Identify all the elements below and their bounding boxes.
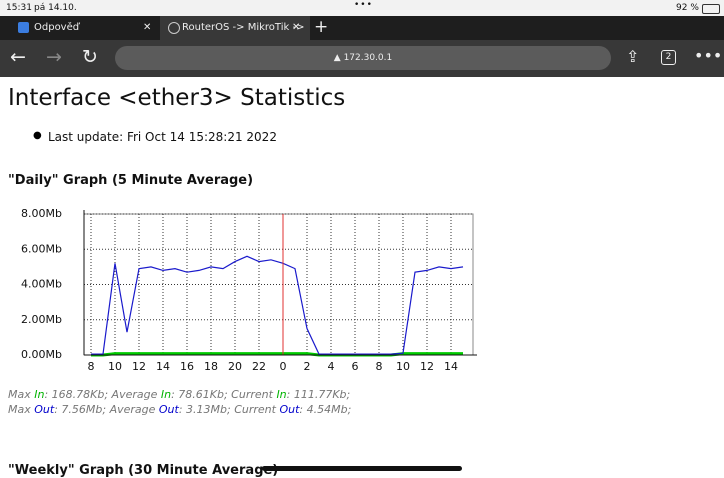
stat-text: : 78.61Kb; Current <box>171 388 277 401</box>
tab-active[interactable]: RouterOS -> MikroTik -> ✕ <box>160 16 310 40</box>
battery-icon <box>702 4 720 14</box>
stat-text: Max <box>8 403 35 416</box>
stat-text: : 4.54Mb; <box>299 403 352 416</box>
y-tick-label: 8.00Mb <box>21 207 62 220</box>
reload-button[interactable]: ↻ <box>82 46 98 68</box>
tab-icon <box>18 22 29 33</box>
stat-label: Out <box>158 403 179 416</box>
tab-bar: Odpověď ✕ RouterOS -> MikroTik -> ✕ + <box>0 16 724 40</box>
x-tick-label: 10 <box>396 360 410 373</box>
address-bar[interactable]: ▲ 172.30.0.1 <box>115 46 611 70</box>
y-tick-label: 2.00Mb <box>21 313 62 326</box>
x-tick-label: 12 <box>420 360 434 373</box>
tab-title: RouterOS -> MikroTik -> <box>182 22 305 33</box>
battery-level: 92 % <box>676 3 699 13</box>
stat-label: Out <box>34 403 55 416</box>
clock: 15:31 <box>6 3 32 13</box>
stat-text: : 3.13Mb; Current <box>178 403 280 416</box>
chart: 0.00Mb 2.00Mb 4.00Mb 6.00Mb 8.00Mb 8 10 12 14 16 1… <box>21 207 477 373</box>
x-tick-label: 4 <box>328 360 335 373</box>
x-tick-label: 8 <box>88 360 95 373</box>
last-update: Last update: Fri Oct 14 15:28:21 2022 <box>48 130 277 144</box>
tab-count[interactable]: 2 <box>661 50 676 65</box>
x-tick-label: 0 <box>280 360 287 373</box>
home-indicator <box>262 466 462 471</box>
y-tick-label: 0.00Mb <box>21 348 62 361</box>
section-title: "Daily" Graph (5 Minute Average) <box>8 173 254 188</box>
stat-text: : 111.77Kb; <box>286 388 351 401</box>
x-tick-label: 18 <box>204 360 218 373</box>
x-tick-label: 16 <box>180 360 194 373</box>
stat-text: Max <box>8 388 35 401</box>
in-stats: Max In: 168.78Kb; Average In: 78.61Kb; C… <box>8 388 350 401</box>
page-heading: Interface <ether3> Statistics <box>8 85 346 111</box>
x-tick-label: 12 <box>132 360 146 373</box>
x-tick-label: 14 <box>444 360 458 373</box>
stat-label: Out <box>279 403 300 416</box>
status-bar: 15:31 pá 14.10. ••• 92 % <box>0 0 724 16</box>
x-tick-label: 8 <box>376 360 383 373</box>
menu-button[interactable]: ••• <box>694 46 723 65</box>
stat-label: In <box>276 388 287 401</box>
url-text: 172.30.0.1 <box>343 53 393 63</box>
x-tick-label: 10 <box>108 360 122 373</box>
dots: ••• <box>354 0 373 10</box>
x-tick-label: 14 <box>156 360 170 373</box>
stat-label: In <box>34 388 45 401</box>
tab-title: Odpověď <box>34 22 80 33</box>
stat-text: : 168.78Kb; Average <box>44 388 161 401</box>
out-stats: Max Out: 7.56Mb; Average Out: 3.13Mb; Cu… <box>8 403 351 416</box>
new-tab[interactable]: + <box>314 17 329 37</box>
series-line <box>91 255 464 355</box>
tab[interactable]: Odpověď ✕ <box>0 16 158 40</box>
close-tab[interactable]: ✕ <box>143 22 152 33</box>
x-tick-label: 20 <box>228 360 242 373</box>
x-tick-label: 6 <box>352 360 359 373</box>
forward-button[interactable]: → <box>46 46 62 68</box>
x-tick-label: 22 <box>252 360 266 373</box>
section-title: "Weekly" Graph (30 Minute Average) <box>8 463 279 478</box>
date: pá 14.10. <box>34 3 77 13</box>
tab-icon <box>168 22 180 34</box>
share-button[interactable]: ⇪ <box>626 47 640 66</box>
y-tick-label: 4.00Mb <box>21 278 62 291</box>
stat-label: In <box>160 388 172 401</box>
stat-text: : 7.56Mb; Average <box>54 403 159 416</box>
close-tab[interactable]: ✕ <box>292 22 301 33</box>
back-button[interactable]: ← <box>10 46 26 68</box>
y-tick-label: 6.00Mb <box>21 242 62 255</box>
bullet: ● <box>33 130 42 141</box>
toolbar: ← → ↻ ▲ 172.30.0.1 ⇪ 2 ••• <box>0 40 724 77</box>
x-tick-label: 2 <box>304 360 311 373</box>
